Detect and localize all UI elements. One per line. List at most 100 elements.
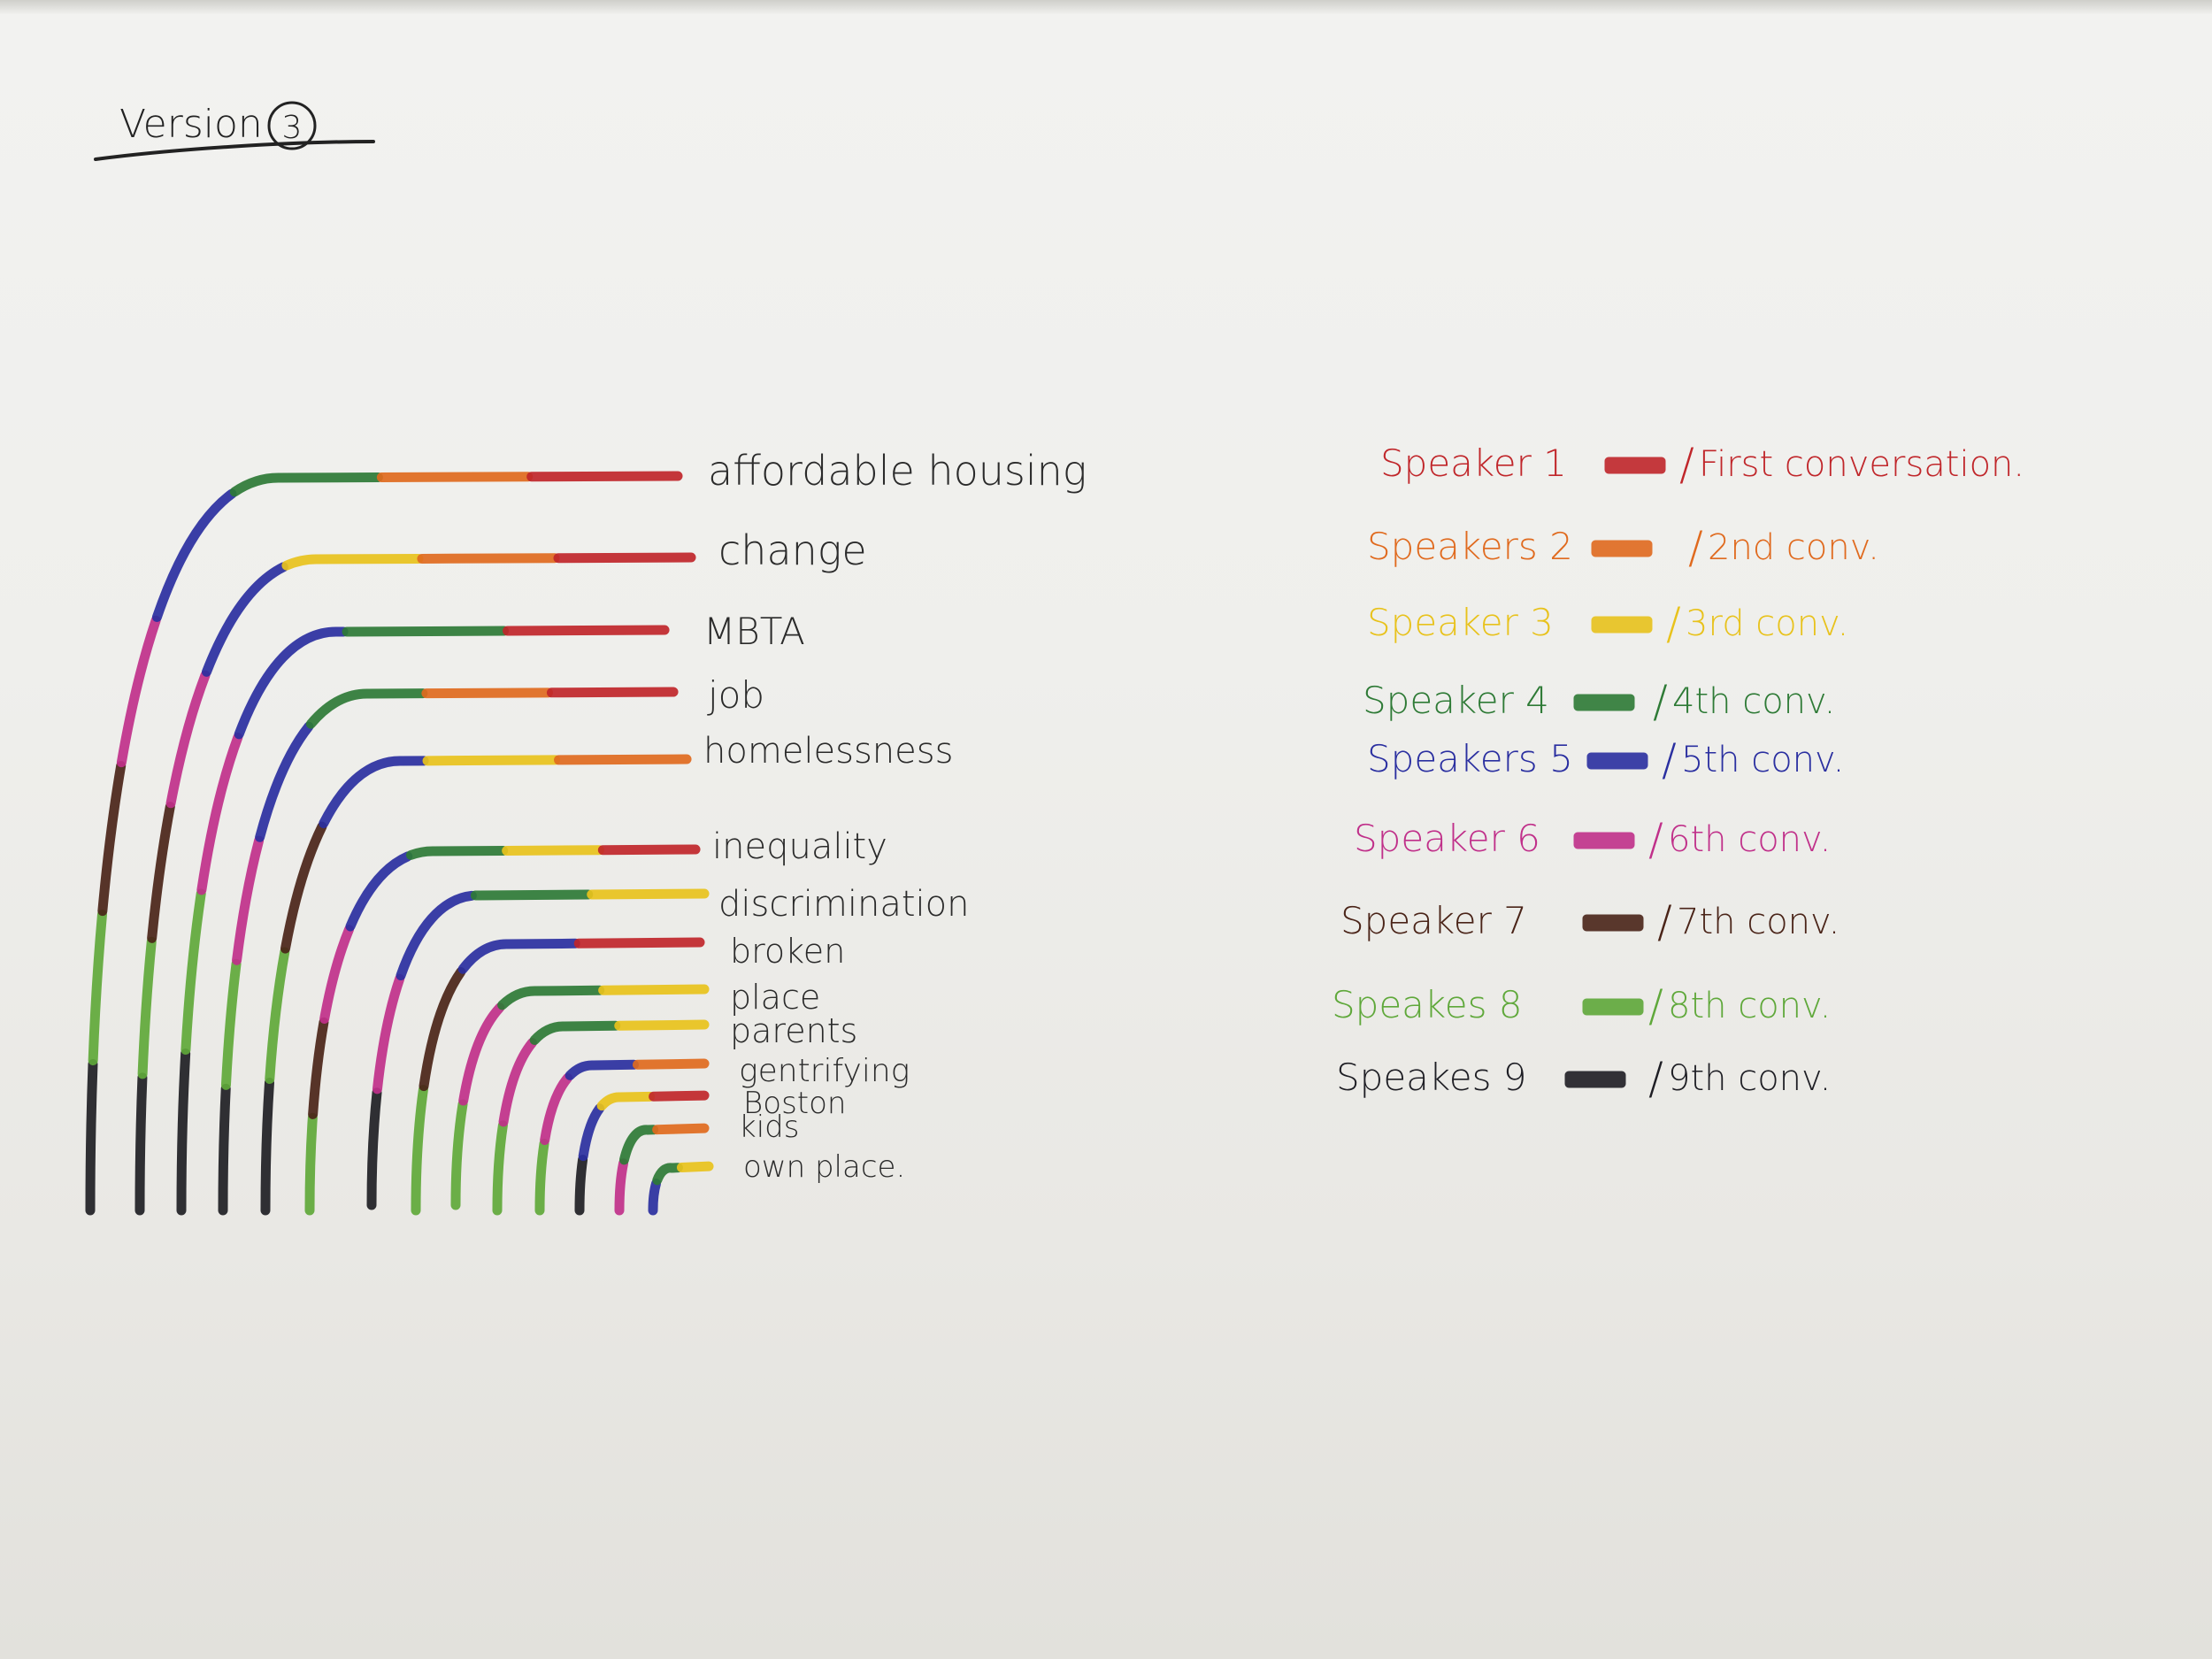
arc-segment: [85, 471, 687, 1216]
speaker-name: Speaker 4: [1363, 679, 1549, 722]
speaker-swatch: [1582, 914, 1644, 932]
speaker-name: Speakes 9: [1336, 1056, 1527, 1099]
legend-separator: /: [1648, 814, 1663, 865]
arc-segment: [574, 1090, 713, 1216]
arc-segment: [218, 687, 682, 1216]
topic-arc: [574, 1090, 713, 1216]
conversation-label: 2nd conv.: [1708, 527, 1879, 568]
speaker-swatch: [1591, 616, 1653, 634]
speaker-swatch: [1591, 540, 1653, 557]
legend-row: Speaker 7 /7th conv.: [1340, 896, 1839, 948]
conversation-label: 5th conv.: [1681, 740, 1844, 780]
topic-arc: [366, 888, 713, 1210]
topic-label: place: [730, 978, 820, 1017]
topic-arc: [260, 754, 695, 1216]
legend-row: Speaker 6 /6th conv.: [1354, 814, 1831, 865]
speaker-name: Speaker 7: [1340, 899, 1527, 942]
speaker-name: Speakers 2: [1367, 525, 1573, 568]
arc-segment: [450, 984, 713, 1210]
conversation-label: 6th conv.: [1668, 819, 1831, 860]
arc-segment: [218, 687, 682, 1216]
legend-separator: /: [1666, 598, 1681, 649]
topic-arcs: [85, 471, 718, 1216]
paper-top-edge: [0, 0, 2212, 14]
legend-row: Speakes 9 /9th conv.: [1336, 1053, 1831, 1104]
version-underline: [94, 140, 375, 161]
arc-segment: [614, 1123, 713, 1216]
topic-arc: [411, 937, 709, 1216]
legend-row: Speaker 3 /3rd conv.: [1367, 598, 1848, 649]
arc-segment: [260, 754, 695, 1216]
topic-arc: [218, 687, 682, 1216]
topic-label: parents: [730, 1011, 857, 1050]
topic-arc: [85, 471, 687, 1216]
arc-segment: [218, 687, 682, 1216]
arc-segment: [411, 937, 709, 1216]
arc-segment: [534, 1058, 713, 1216]
topic-label: change: [718, 526, 867, 574]
arc-segment: [366, 888, 713, 1210]
conversation-label: First conversation.: [1699, 444, 2024, 485]
arc-segment: [85, 471, 687, 1216]
topic-arc: [304, 844, 704, 1216]
arc-segment: [411, 937, 709, 1216]
speaker-legend: Speaker 1/First conversation.Speakers 2/…: [1332, 439, 2024, 1104]
legend-separator: /: [1688, 522, 1703, 573]
arc-segment: [218, 687, 682, 1216]
legend-row: Speakers 2 /2nd conv.: [1367, 522, 1879, 573]
speaker-name: Speakers 5: [1367, 737, 1573, 780]
arc-segment: [614, 1123, 713, 1216]
topic-label: affordable housing: [708, 447, 1087, 495]
conversation-label: 3rd conv.: [1686, 603, 1848, 644]
topic-label: own place.: [743, 1149, 905, 1185]
topic-label: gentrifying: [739, 1053, 910, 1089]
topic-label: MBTA: [703, 610, 805, 653]
speaker-name: Speaker 3: [1367, 601, 1554, 644]
arc-segment: [218, 687, 682, 1216]
topic-label: broken: [730, 932, 845, 971]
version-heading: Version 3: [94, 101, 375, 161]
arc-segment: [85, 471, 687, 1216]
legend-row: Speakers 5 /5th conv.: [1367, 734, 1844, 786]
arc-segment: [176, 625, 673, 1216]
topic-arc: [176, 625, 673, 1216]
version-number: 3: [282, 110, 303, 146]
topic-arc: [450, 984, 713, 1210]
arc-segment: [134, 552, 700, 1216]
arc-segment: [366, 888, 713, 1210]
conversation-label: 4th conv.: [1672, 681, 1835, 722]
arc-segment: [176, 625, 673, 1216]
topic-arc: [134, 552, 700, 1216]
arc-segment: [492, 1019, 713, 1216]
legend-separator: /: [1662, 734, 1677, 786]
topic-labels: affordable housing change MBTA job homelessn…: [703, 447, 1087, 1185]
speaker-swatch: [1564, 1071, 1626, 1088]
speaker-swatch: [1582, 998, 1644, 1016]
conversation-label: 8th conv.: [1668, 986, 1831, 1026]
speaker-swatch: [1604, 457, 1666, 474]
arc-segment: [176, 625, 673, 1216]
topic-label: job: [707, 673, 764, 717]
arc-segment: [450, 984, 713, 1210]
legend-separator: /: [1679, 439, 1694, 490]
speaker-name: Speaker 1: [1380, 442, 1567, 485]
arc-segment: [534, 1058, 713, 1216]
legend-separator: /: [1653, 676, 1668, 727]
arc-segment: [450, 984, 713, 1210]
topic-label: homelessness: [703, 731, 953, 772]
arc-segment: [218, 687, 682, 1216]
topic-arc: [534, 1058, 713, 1216]
legend-separator: /: [1657, 896, 1672, 948]
arc-segment: [260, 754, 695, 1216]
arc-segment: [411, 937, 709, 1216]
arc-segment: [648, 1161, 718, 1216]
arc-segment: [574, 1090, 713, 1216]
speaker-name: Speakes 8: [1332, 983, 1523, 1026]
legend-row: Speakes 8 /8th conv.: [1332, 980, 1831, 1032]
arc-segment: [492, 1019, 713, 1216]
speaker-swatch: [1586, 752, 1648, 770]
legend-separator: /: [1648, 980, 1663, 1032]
